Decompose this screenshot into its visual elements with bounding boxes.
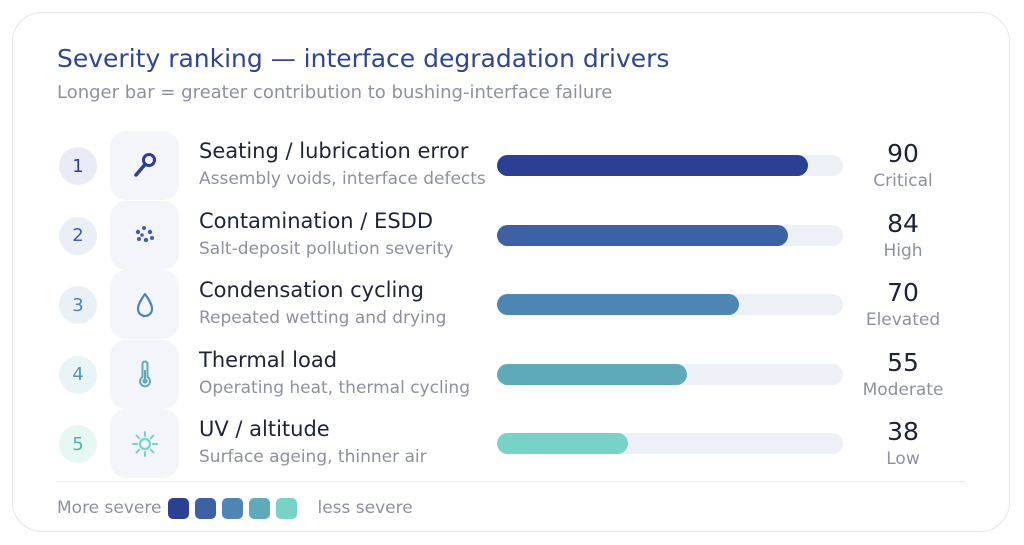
droplet-icon [110, 270, 179, 339]
bar-label: Seating / lubrication error [199, 139, 469, 163]
severity-label: Critical [873, 171, 933, 191]
legend-more-label: More severe [57, 498, 162, 518]
bar-description: Repeated wetting and drying [199, 308, 447, 328]
bar-label: UV / altitude [199, 417, 330, 441]
severity-label: Moderate [862, 379, 944, 400]
data-label-value: 38 [887, 417, 919, 446]
legend-swatch [195, 497, 217, 519]
data-label-value: 55 [887, 347, 919, 377]
severity-label: High [883, 240, 923, 261]
chart-title: Severity ranking — interface degradation… [57, 44, 670, 73]
bar [497, 294, 739, 315]
bar-label: Contamination / ESDD [199, 208, 433, 233]
legend-swatch [168, 497, 190, 519]
bar-label: Condensation cycling [199, 278, 424, 302]
rank-badge: 4 [59, 355, 97, 394]
bar-description: Surface ageing, thinner air [199, 447, 427, 467]
bar-row: 5 UV / altitude Surface ageing, thinner ai… [0, 409, 1024, 479]
legend-swatch [249, 497, 271, 519]
data-label-value: 90 [887, 139, 919, 168]
bar-row: 2 Contamination / ESDD Salt-deposit pollut… [0, 200, 1024, 271]
bar-description: Salt-deposit pollution severity [199, 238, 454, 259]
severity-label: Low [886, 449, 920, 469]
rank-badge: 1 [59, 147, 97, 185]
bar [497, 155, 808, 176]
bar-description: Operating heat, thermal cycling [199, 377, 470, 398]
legend-less-label: less severe [317, 498, 413, 518]
severity-label: Elevated [865, 310, 941, 330]
sun-icon [110, 409, 179, 478]
thermometer-icon [110, 339, 179, 409]
data-label-value: 70 [887, 278, 919, 307]
chart-subtitle: Longer bar = greater contribution to bus… [57, 82, 613, 103]
bar [497, 224, 788, 246]
data-label-value: 84 [887, 208, 919, 238]
legend-divider [57, 481, 965, 482]
bar [497, 363, 687, 385]
severity-legend: More severe less severe [57, 496, 413, 520]
bar-track [497, 294, 843, 315]
bar [497, 433, 628, 454]
bar-row: 1 Seating / lubrication error Assembly voi… [0, 131, 1024, 201]
legend-swatch [276, 497, 298, 519]
particles-icon [110, 200, 179, 270]
rank-badge: 3 [59, 286, 97, 324]
bar-track [497, 155, 843, 176]
bar-track [497, 363, 843, 385]
bar-track [497, 433, 843, 454]
rank-badge: 2 [59, 216, 97, 255]
rank-badge: 5 [59, 425, 97, 463]
legend-swatch [222, 497, 244, 519]
bar-row: 3 Condensation cycling Repeated wetting an… [0, 270, 1024, 340]
wrench-icon [110, 131, 179, 200]
bar-description: Assembly voids, interface defects [199, 169, 486, 189]
legend-swatches [168, 497, 303, 519]
bar-label: Thermal load [199, 347, 338, 372]
bar-row: 4 Thermal load Operating heat, thermal cyc… [0, 339, 1024, 410]
bar-track [497, 224, 843, 246]
